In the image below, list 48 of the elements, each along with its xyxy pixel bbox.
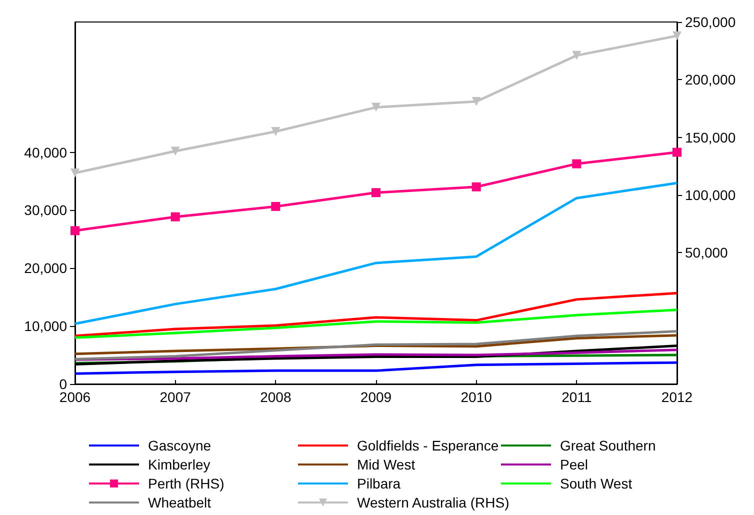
y2-tick-label: 50,000 — [685, 244, 728, 261]
legend-label: Mid West — [357, 456, 416, 472]
legend-label: Gascoyne — [148, 438, 212, 454]
point — [672, 31, 682, 40]
legend-label: Great Southern — [560, 438, 656, 454]
y-tick-label: 30,000 — [24, 202, 68, 218]
line-series — [74, 292, 678, 338]
point — [472, 97, 481, 106]
legend-label: Peel — [560, 456, 588, 472]
y2-tick-label: 250,000 — [685, 14, 736, 30]
legend-label: Goldfields - Esperance — [357, 438, 499, 454]
line-series — [74, 308, 678, 339]
legend-label: South West — [560, 476, 632, 492]
legend-label: Wheatbelt — [148, 494, 212, 510]
x-tick-label: 2008 — [260, 389, 292, 405]
y-tick-label: 20,000 — [24, 260, 68, 276]
point — [170, 146, 180, 156]
line-series — [74, 348, 678, 361]
y-tick-label: 10,000 — [24, 318, 68, 334]
point — [572, 159, 582, 168]
legend-label: Kimberley — [148, 456, 210, 472]
x-tick-label: 2010 — [460, 389, 492, 405]
point — [372, 188, 380, 198]
legend-label: Western Australia (RHS) — [357, 494, 510, 510]
x-tick-label: 2009 — [360, 389, 392, 405]
y2-tick-label: 150,000 — [685, 129, 736, 146]
point — [70, 226, 80, 236]
point — [271, 202, 280, 211]
point — [372, 102, 380, 112]
legend-label: Perth (RHS) — [148, 476, 224, 492]
line-series — [74, 330, 678, 360]
point — [70, 168, 80, 178]
line-series — [74, 361, 678, 375]
legend-label: Pilbara — [357, 476, 401, 492]
point — [672, 148, 682, 157]
x-tick-label: 2011 — [562, 389, 592, 405]
point — [271, 127, 280, 136]
point — [170, 212, 180, 222]
y-tick-label: 0 — [59, 376, 68, 392]
x-tick-label: 2006 — [59, 389, 91, 405]
y2-tick-label: 100,000 — [685, 186, 736, 203]
x-tick-label: 2007 — [160, 389, 192, 405]
x-tick-label: 2012 — [661, 389, 693, 405]
line-series — [74, 182, 678, 326]
point — [472, 182, 481, 192]
y-tick-label: 40,000 — [24, 144, 68, 160]
point — [572, 50, 582, 60]
y2-tick-label: 200,000 — [685, 72, 736, 88]
